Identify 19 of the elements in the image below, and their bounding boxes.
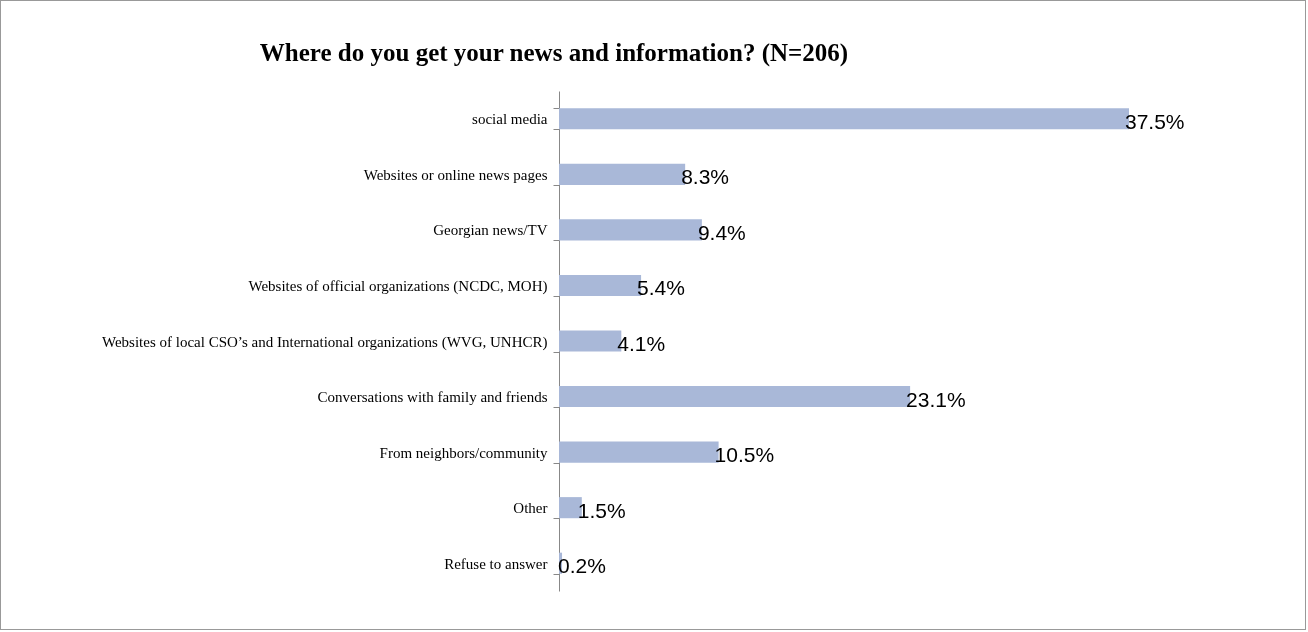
y-tick-label: Websites of local CSO’s and International organizations (WVG, UNHCR) [101,333,548,351]
data-label: 0.2% [558,554,606,578]
y-tick-label: Other [513,500,548,517]
y-tick-label: social media [472,111,548,128]
data-label: 9.4% [697,220,746,244]
data-label: 23.1% [906,387,966,411]
y-tick-label: Websites or online news pages [363,166,548,183]
data-label: 5.4% [637,276,685,300]
chart-title: Where do you get your news and information? (N=206) [259,39,849,67]
y-tick-label: From neighbors/community [379,444,548,461]
data-label: 37.5% [1125,109,1185,133]
data-label: 10.5% [714,443,775,467]
y-tick-label: Conversations with family and friends [317,389,548,406]
y-tick-label: Georgian news/TV [433,222,548,239]
data-label: 4.1% [617,332,666,355]
data-label: 8.3% [681,165,730,189]
data-label: 1.5% [577,498,626,522]
y-tick-label: Refuse to answer [444,555,548,572]
y-tick-label: Websites of official organizations (NCDC, MOH) [248,277,548,295]
